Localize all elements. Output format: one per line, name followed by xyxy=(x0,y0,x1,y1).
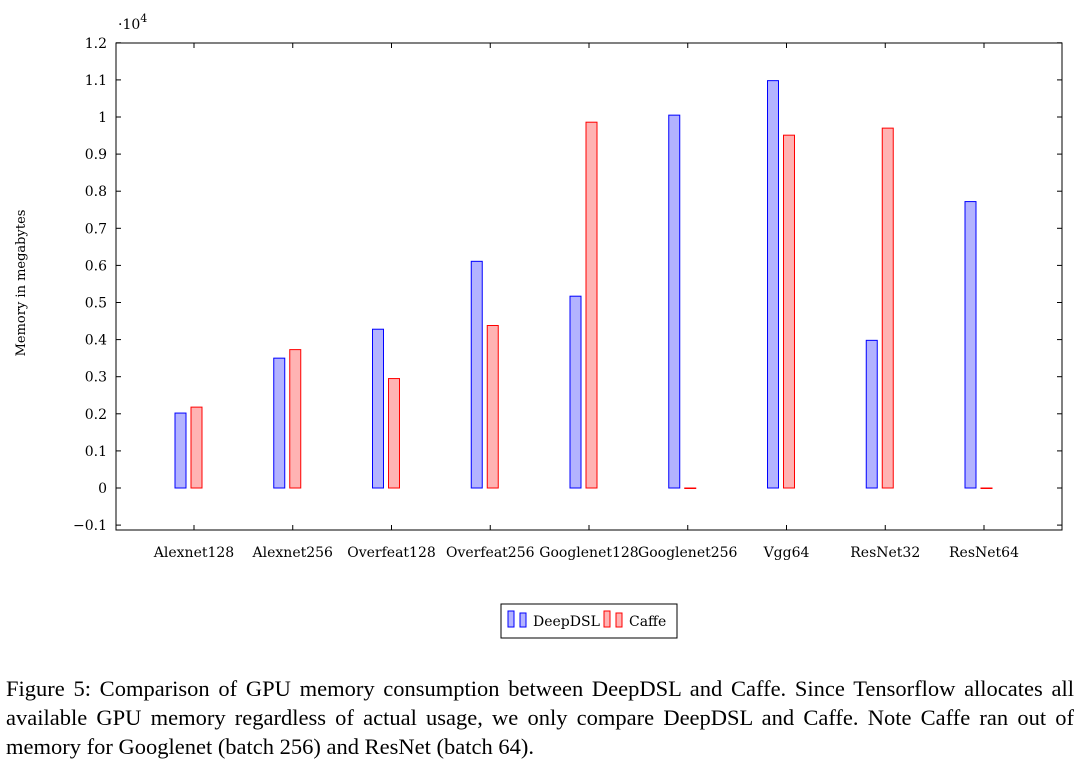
bar-caffe-overfeat256 xyxy=(486,325,499,489)
y-tick-label: 0.9 xyxy=(85,147,107,163)
x-tick-label: Overfeat128 xyxy=(347,545,436,561)
y-tick-label: 0.2 xyxy=(85,407,107,423)
bar-caffe-resnet64 xyxy=(980,487,993,489)
y-tick-label: 0.1 xyxy=(85,444,107,460)
y-axis: −0.1 0 0.1 0.2 0.3 0.4 0.5 0.6 0.7 0.8 0.9 1 1.1 1.2 xyxy=(73,36,1062,534)
bar-caffe-vgg64 xyxy=(783,134,795,489)
y-axis-multiplier-exponent: 4 xyxy=(140,12,147,25)
x-tick-label: ResNet64 xyxy=(949,545,1019,561)
figure-caption: Figure 5: Comparison of GPU memory consu… xyxy=(6,676,1074,759)
bar-deepdsl-googlenet128 xyxy=(569,295,582,489)
x-tick-label: Googlenet256 xyxy=(638,545,738,561)
x-tick-label: Overfeat256 xyxy=(446,545,535,561)
y-tick-label: 0.6 xyxy=(85,258,107,274)
bar-deepdsl-vgg64 xyxy=(767,80,779,489)
bar-deepdsl-resnet64 xyxy=(964,201,977,489)
y-tick-label: 0.7 xyxy=(85,221,107,237)
y-tick-label: 0.5 xyxy=(85,296,107,312)
bars xyxy=(174,80,993,489)
bar-deepdsl-overfeat256 xyxy=(470,260,483,489)
x-tick-label: Alexnet256 xyxy=(252,545,334,561)
bar-deepdsl-resnet32 xyxy=(865,339,878,489)
bar-caffe-resnet32 xyxy=(881,127,894,489)
x-tick-label: Vgg64 xyxy=(763,545,810,561)
bar-deepdsl-overfeat128 xyxy=(372,328,384,489)
bar-caffe-alexnet128 xyxy=(190,406,203,489)
y-tick-label: 0.3 xyxy=(85,370,107,386)
y-axis-label: Memory in megabytes xyxy=(14,210,29,357)
bar-caffe-overfeat128 xyxy=(388,378,400,489)
y-axis-multiplier: ·104 xyxy=(118,12,147,33)
legend: DeepDSL Caffe xyxy=(500,603,678,639)
bar-deepdsl-alexnet256 xyxy=(273,357,286,489)
bar-deepdsl-alexnet128 xyxy=(174,412,187,489)
x-axis: Alexnet128 Alexnet256 Overfeat128 Overfeat2… xyxy=(153,43,1019,561)
legend-swatch-deepdsl-1 xyxy=(507,610,515,628)
y-tick-label: −0.1 xyxy=(73,518,107,534)
legend-swatch-caffe-2 xyxy=(615,612,623,628)
y-tick-label: 1.1 xyxy=(85,73,107,89)
legend-label-deepdsl: DeepDSL xyxy=(533,614,600,630)
y-tick-label: 0 xyxy=(98,481,107,497)
x-tick-label: ResNet32 xyxy=(850,545,920,561)
memory-bar-chart: −0.100.10.20.30.40.50.60.70.80.911.11.2 … xyxy=(14,12,1063,639)
legend-swatch-caffe-1 xyxy=(603,610,611,628)
bar-caffe-googlenet256 xyxy=(684,487,697,489)
bar-caffe-alexnet256 xyxy=(289,349,302,489)
x-tick-label: Googlenet128 xyxy=(539,545,638,561)
y-tick-label: 0.4 xyxy=(85,333,107,349)
bar-deepdsl-googlenet256 xyxy=(668,114,681,489)
bar-caffe-googlenet128 xyxy=(585,121,598,489)
y-tick-label: 1 xyxy=(98,110,107,126)
y-tick-label: 1.2 xyxy=(85,36,107,52)
y-tick-label: 0.8 xyxy=(85,184,107,200)
x-tick-label: Alexnet128 xyxy=(153,545,234,561)
legend-box xyxy=(500,603,678,639)
legend-label-caffe: Caffe xyxy=(629,614,666,630)
legend-swatch-deepdsl-2 xyxy=(519,612,527,628)
